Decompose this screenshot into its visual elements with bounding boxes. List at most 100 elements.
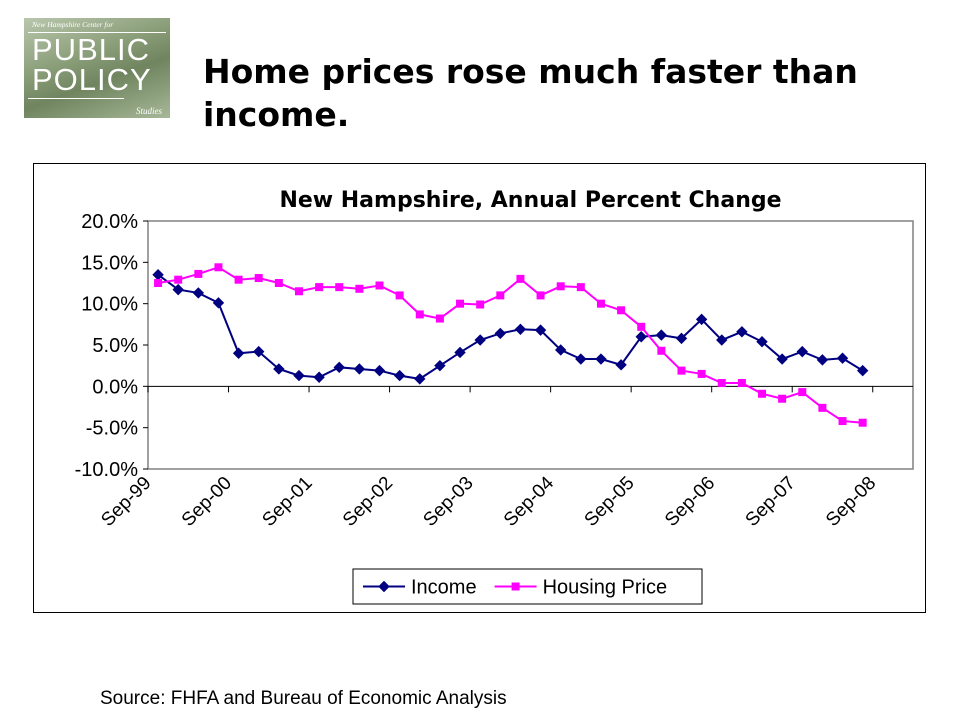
income-point xyxy=(172,283,184,296)
housing-price-point xyxy=(154,279,163,287)
income-point xyxy=(635,331,647,343)
housing-price-point xyxy=(536,291,545,300)
logo-bottom-text: Studies xyxy=(136,106,162,116)
income-point xyxy=(776,353,788,365)
income-point xyxy=(293,369,305,382)
housing-price-point xyxy=(637,322,646,331)
line-chart: New Hampshire, Annual Percent Change 20.0… xyxy=(75,188,914,605)
logo-word-policy: POLICY xyxy=(32,62,152,97)
income-point xyxy=(253,345,265,358)
income-point xyxy=(856,364,869,377)
housing-price-point xyxy=(818,403,827,412)
income-point xyxy=(595,353,607,365)
income-point xyxy=(615,359,627,371)
housing-price-point xyxy=(234,275,243,284)
income-point xyxy=(816,354,829,366)
housing-price-point xyxy=(677,366,686,375)
housing-price-point xyxy=(214,263,223,272)
housing-price-point xyxy=(737,379,746,388)
income-point xyxy=(675,332,688,345)
income-point xyxy=(333,361,345,374)
legend-label-income: Income xyxy=(411,577,477,599)
income-point xyxy=(695,313,708,326)
plot-area xyxy=(147,220,914,470)
housing-price-point xyxy=(435,314,444,323)
x-tick-label: Sep-07 xyxy=(742,473,800,531)
housing-price-point xyxy=(556,282,565,291)
housing-price-point xyxy=(395,291,404,300)
x-tick-label: Sep-08 xyxy=(822,473,880,531)
y-tick-label: -10.0% xyxy=(75,459,139,481)
logo-word-public: PUBLIC xyxy=(32,32,150,67)
housing-price-point xyxy=(778,394,787,403)
y-tick-label: -5.0% xyxy=(86,418,138,440)
housing-price-point xyxy=(335,283,344,292)
income-point xyxy=(393,369,406,382)
housing-price-point xyxy=(516,274,525,283)
housing-price-point xyxy=(415,310,424,319)
y-tick-label: 10.0% xyxy=(81,294,138,316)
income-point xyxy=(494,327,507,340)
housing-price-point xyxy=(798,388,807,397)
legend-label-housing-price: Housing Price xyxy=(543,577,668,599)
legend-marker-housing-price xyxy=(511,582,520,591)
housing-price-point xyxy=(274,279,283,287)
housing-price-point xyxy=(355,284,364,293)
chart-title: New Hampshire, Annual Percent Change xyxy=(279,188,781,213)
income-point xyxy=(373,364,386,377)
housing-price-point xyxy=(174,275,183,284)
income-point xyxy=(716,334,728,346)
income-point xyxy=(796,345,808,358)
housing-price-point xyxy=(758,389,767,398)
income-point xyxy=(554,344,567,356)
x-tick-label: Sep-00 xyxy=(178,473,236,531)
x-tick-label: Sep-06 xyxy=(661,473,719,531)
income-point xyxy=(353,363,366,375)
chart-frame: New Hampshire, Annual Percent Change 20.0… xyxy=(33,163,926,613)
income-point xyxy=(836,352,849,364)
housing-price-point xyxy=(315,283,324,292)
y-tick-label: 20.0% xyxy=(81,211,138,233)
income-point xyxy=(232,347,245,359)
income-point xyxy=(655,329,668,341)
income-point xyxy=(575,353,587,365)
x-tick-label: Sep-01 xyxy=(258,473,316,531)
source-note: Source: FHFA and Bureau of Economic Anal… xyxy=(100,688,507,709)
income-point xyxy=(414,373,426,385)
x-tick-label: Sep-99 xyxy=(97,473,155,531)
housing-price-point xyxy=(657,346,666,355)
housing-price-point xyxy=(617,306,626,315)
x-tick-label: Sep-05 xyxy=(581,473,639,531)
x-tick-label: Sep-03 xyxy=(419,473,477,531)
income-point xyxy=(534,324,547,336)
income-line xyxy=(157,273,864,380)
logo-rule-top xyxy=(28,32,166,33)
income-point xyxy=(313,371,325,383)
housing-price-point xyxy=(576,283,585,292)
housing-price-point xyxy=(456,299,465,308)
y-tick-label: 15.0% xyxy=(81,252,138,274)
income-point xyxy=(434,359,446,372)
logo-rule-bottom xyxy=(28,98,124,99)
income-point xyxy=(474,334,486,346)
logo-top-text: New Hampshire Center for xyxy=(32,20,114,29)
housing-price-point xyxy=(294,287,303,296)
y-tick-label: 5.0% xyxy=(92,335,138,357)
housing-price-point xyxy=(596,299,605,308)
housing-price-point xyxy=(697,369,706,378)
legend-marker-income xyxy=(378,580,390,593)
income-point xyxy=(273,363,285,375)
housing-price-point xyxy=(838,417,847,426)
y-tick-label: 0.0% xyxy=(92,376,138,398)
x-tick-label: Sep-04 xyxy=(500,472,558,530)
housing-price-point xyxy=(476,300,485,309)
income-point xyxy=(192,287,205,299)
slide-title: Home prices rose much faster than income… xyxy=(203,52,858,134)
housing-price-point xyxy=(717,379,726,388)
housing-price-point xyxy=(375,281,384,290)
housing-price-line xyxy=(157,266,863,424)
income-point xyxy=(454,346,466,359)
housing-price-point xyxy=(496,291,505,300)
income-point xyxy=(514,323,527,336)
income-point xyxy=(736,326,748,338)
